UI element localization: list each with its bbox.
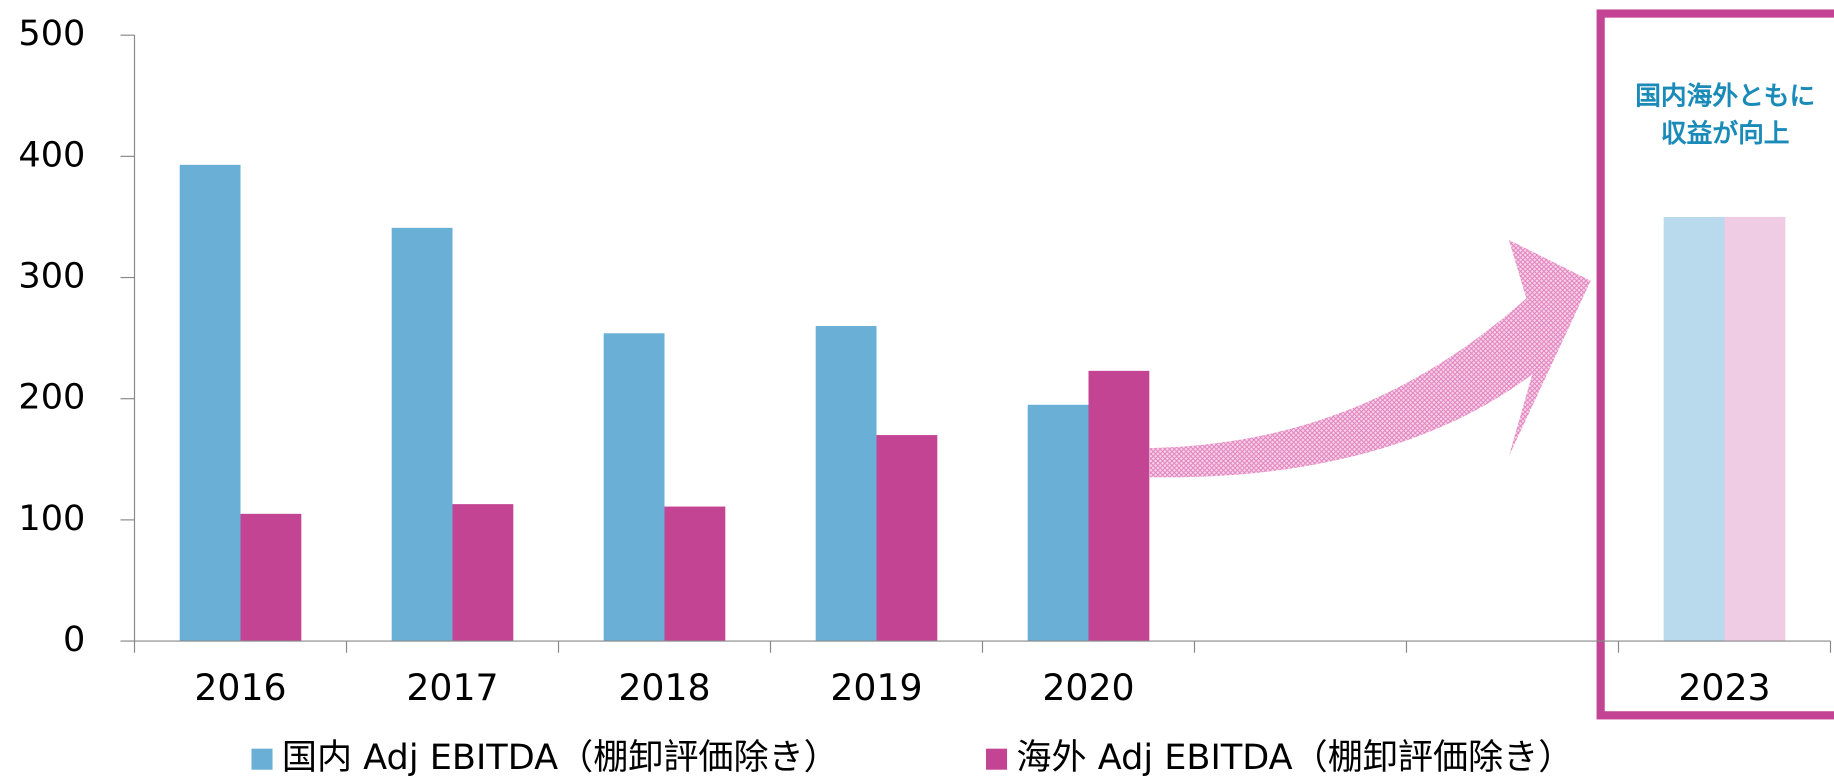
y-tick-label: 100 <box>18 498 85 539</box>
bar <box>1724 216 1786 642</box>
x-tick-label: 2018 <box>618 666 710 709</box>
x-tick-label: 2020 <box>1042 666 1134 709</box>
y-tick-label: 0 <box>63 619 85 660</box>
x-tick-label: 2017 <box>406 666 498 709</box>
highlight-box <box>1596 9 1834 720</box>
bar <box>179 164 241 642</box>
bar <box>391 227 453 642</box>
x-tick-label: 2016 <box>194 666 286 709</box>
growth-arrow <box>1149 239 1591 478</box>
annotation: 収益が向上 <box>1661 118 1790 149</box>
bar <box>664 506 726 642</box>
bar <box>1663 216 1725 642</box>
bar <box>603 333 665 642</box>
legend-label: 国内 Adj EBITDA（棚卸評価除き） <box>282 737 839 778</box>
bar <box>876 435 938 642</box>
y-tick-label: 500 <box>18 13 85 54</box>
x-tick-label: 2023 <box>1678 666 1770 709</box>
legend-swatch <box>251 748 273 770</box>
annotation: 国内海外ともに <box>1635 82 1815 112</box>
bar <box>1027 404 1089 642</box>
legend-label: 海外 Adj EBITDA（棚卸評価除き） <box>1016 737 1573 778</box>
bar <box>452 504 514 642</box>
legend-swatch <box>986 748 1008 770</box>
y-tick-label: 300 <box>18 256 85 297</box>
bar <box>1088 370 1150 642</box>
x-tick-label: 2019 <box>830 666 922 709</box>
y-tick-label: 400 <box>18 134 85 175</box>
bar <box>815 326 877 642</box>
bar <box>240 513 302 642</box>
y-tick-label: 200 <box>18 377 85 418</box>
